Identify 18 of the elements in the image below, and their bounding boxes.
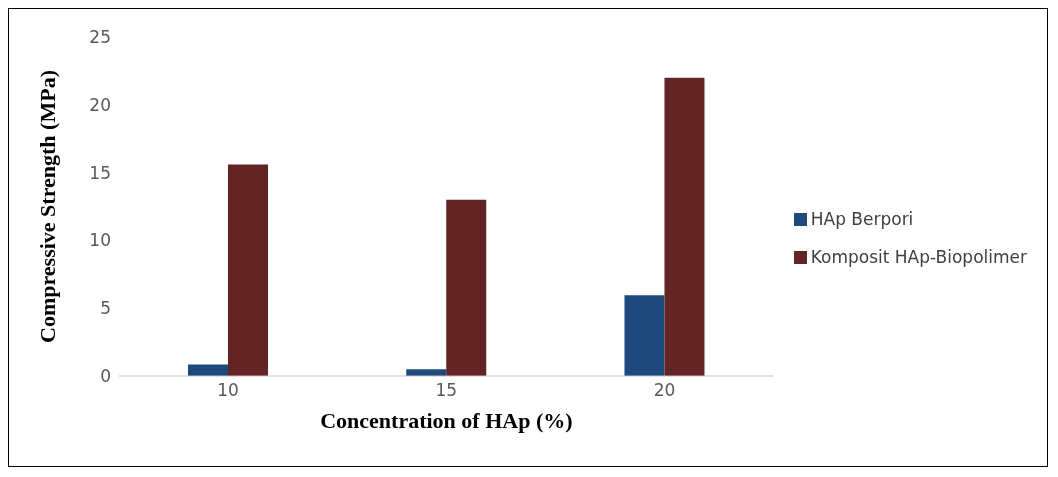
y-tick-label: 0 <box>100 366 111 387</box>
bar <box>664 77 705 376</box>
bar <box>446 199 487 376</box>
x-axis-title: Concentration of HAp (%) <box>320 408 573 433</box>
legend-label: HAp Berpori <box>810 208 914 229</box>
y-tick-label: 5 <box>100 298 111 319</box>
y-tick-label: 10 <box>89 230 111 251</box>
bar <box>228 164 268 376</box>
x-tick-label: 15 <box>435 380 458 401</box>
bar <box>624 295 665 376</box>
y-tick-label: 15 <box>89 162 111 183</box>
x-tick-label: 10 <box>217 380 239 401</box>
y-tick-label: 25 <box>89 27 111 48</box>
y-axis-title: Compressive Strength (MPa) <box>34 70 60 343</box>
y-tick-label: 20 <box>89 94 111 115</box>
legend-label: Komposit HAp-Biopolimer <box>810 246 1027 267</box>
bar <box>188 364 228 376</box>
x-tick-label: 20 <box>653 380 676 401</box>
